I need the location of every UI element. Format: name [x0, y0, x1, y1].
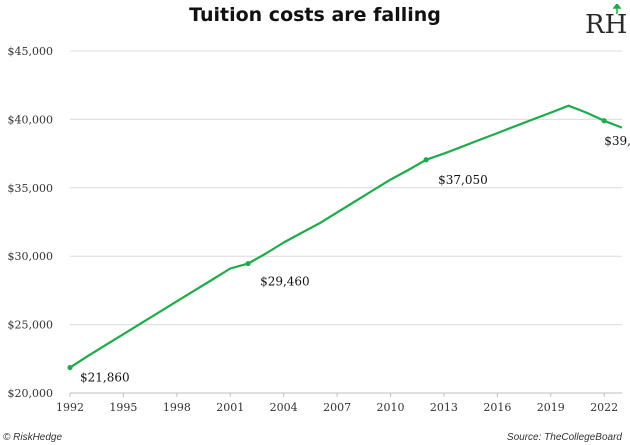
footer-source: Source: TheCollegeBoard: [506, 432, 622, 443]
logo-text: RH: [585, 10, 626, 40]
y-tick-label: $30,000: [8, 250, 54, 263]
series-line: [69, 104, 623, 369]
x-tick-label: 2022: [590, 401, 618, 414]
y-tick-label: $45,000: [8, 45, 54, 58]
x-tick-label: 1992: [56, 401, 84, 414]
x-tick-label: 2007: [323, 401, 351, 414]
x-axis-ticks: 1992 1995 1998 2001 2004 2007 2010 2013 2016 2019…: [56, 393, 618, 414]
x-tick-label: 2019: [537, 401, 565, 414]
y-axis-ticks: $20,000 $25,000 $30,000 $35,000 $40,000 $45,0…: [8, 45, 54, 400]
riskhedge-logo-icon: RH: [585, 4, 626, 40]
x-tick-label: 1998: [163, 401, 191, 414]
data-point-marker: [601, 118, 607, 124]
y-tick-label: $35,000: [8, 182, 54, 195]
chart-title: Tuition costs are falling: [189, 4, 441, 26]
data-point-marker: [423, 157, 429, 163]
chart-series: [69, 104, 623, 369]
y-tick-label: $25,000: [8, 319, 54, 332]
x-tick-label: 1995: [109, 401, 137, 414]
chart-grid: [70, 50, 622, 394]
data-point-marker: [245, 260, 251, 267]
y-tick-label: $40,000: [8, 113, 54, 126]
x-tick-label: 2001: [216, 401, 244, 414]
data-label: $39,400: [604, 134, 630, 148]
x-tick-label: 2013: [430, 401, 458, 414]
data-point-marker: [67, 364, 73, 371]
x-tick-label: 2004: [270, 401, 298, 414]
data-label: $21,860: [80, 371, 130, 385]
x-tick-label: 2016: [483, 401, 511, 414]
data-label: $29,460: [260, 275, 310, 289]
chart-annotations: $21,860 $29,460 $37,050 $39,400: [67, 118, 630, 385]
x-tick-label: 2010: [377, 401, 405, 414]
y-tick-label: $20,000: [8, 387, 54, 400]
footer-copyright: © RiskHedge: [3, 432, 63, 443]
data-label: $37,050: [438, 173, 488, 187]
